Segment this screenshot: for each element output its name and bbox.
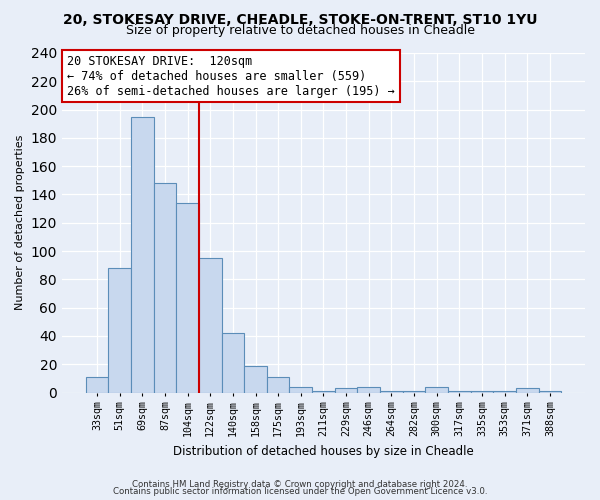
Bar: [289, 387, 312, 392]
Bar: [539, 391, 561, 392]
Bar: [403, 391, 425, 392]
Bar: [493, 391, 516, 392]
Bar: [176, 203, 199, 392]
Text: Size of property relative to detached houses in Cheadle: Size of property relative to detached ho…: [125, 24, 475, 37]
Bar: [470, 391, 493, 392]
Text: 20 STOKESAY DRIVE:  120sqm
← 74% of detached houses are smaller (559)
26% of sem: 20 STOKESAY DRIVE: 120sqm ← 74% of detac…: [67, 54, 395, 98]
Bar: [448, 391, 470, 392]
Text: Contains HM Land Registry data © Crown copyright and database right 2024.: Contains HM Land Registry data © Crown c…: [132, 480, 468, 489]
Bar: [312, 391, 335, 392]
Bar: [154, 183, 176, 392]
Bar: [425, 387, 448, 392]
Bar: [267, 377, 289, 392]
Bar: [109, 268, 131, 392]
Bar: [199, 258, 221, 392]
Bar: [358, 387, 380, 392]
Bar: [131, 116, 154, 392]
Bar: [244, 366, 267, 392]
Text: Contains public sector information licensed under the Open Government Licence v3: Contains public sector information licen…: [113, 487, 487, 496]
Bar: [335, 388, 358, 392]
X-axis label: Distribution of detached houses by size in Cheadle: Distribution of detached houses by size …: [173, 444, 474, 458]
Bar: [380, 391, 403, 392]
Bar: [221, 333, 244, 392]
Bar: [516, 388, 539, 392]
Bar: [86, 377, 109, 392]
Y-axis label: Number of detached properties: Number of detached properties: [15, 135, 25, 310]
Text: 20, STOKESAY DRIVE, CHEADLE, STOKE-ON-TRENT, ST10 1YU: 20, STOKESAY DRIVE, CHEADLE, STOKE-ON-TR…: [63, 12, 537, 26]
